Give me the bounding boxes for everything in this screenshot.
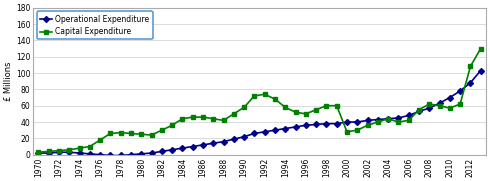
Capital Expenditure xyxy=(241,106,247,108)
Capital Expenditure xyxy=(262,93,268,95)
Capital Expenditure xyxy=(210,118,216,120)
Capital Expenditure xyxy=(375,121,381,123)
Capital Expenditure xyxy=(200,116,206,118)
Capital Expenditure xyxy=(138,133,144,135)
Operational Expenditure xyxy=(426,107,432,109)
Line: Operational Expenditure: Operational Expenditure xyxy=(36,68,483,158)
Capital Expenditure xyxy=(447,107,453,109)
Capital Expenditure xyxy=(416,109,422,111)
Operational Expenditure xyxy=(231,138,237,140)
Capital Expenditure xyxy=(293,111,298,113)
Operational Expenditure xyxy=(107,154,113,157)
Operational Expenditure xyxy=(97,154,103,156)
Capital Expenditure xyxy=(457,103,463,105)
Operational Expenditure xyxy=(148,152,154,154)
Operational Expenditure xyxy=(35,152,41,154)
Capital Expenditure xyxy=(478,47,484,50)
Operational Expenditure xyxy=(220,140,226,143)
Y-axis label: £ Millions: £ Millions xyxy=(4,61,13,101)
Capital Expenditure xyxy=(313,109,319,111)
Line: Capital Expenditure: Capital Expenditure xyxy=(36,46,483,155)
Operational Expenditure xyxy=(56,151,62,153)
Capital Expenditure xyxy=(128,132,134,134)
Capital Expenditure xyxy=(118,132,123,134)
Operational Expenditure xyxy=(200,144,206,146)
Capital Expenditure xyxy=(169,124,175,126)
Capital Expenditure xyxy=(231,113,237,115)
Capital Expenditure xyxy=(56,150,62,152)
Capital Expenditure xyxy=(282,106,288,108)
Capital Expenditure xyxy=(467,65,473,68)
Operational Expenditure xyxy=(375,119,381,121)
Operational Expenditure xyxy=(457,90,463,92)
Capital Expenditure xyxy=(190,116,196,118)
Capital Expenditure xyxy=(344,131,350,133)
Operational Expenditure xyxy=(406,114,412,117)
Capital Expenditure xyxy=(87,145,93,148)
Capital Expenditure xyxy=(385,118,391,120)
Operational Expenditure xyxy=(323,123,329,125)
Capital Expenditure xyxy=(107,132,113,134)
Capital Expenditure xyxy=(272,98,278,100)
Operational Expenditure xyxy=(190,145,196,148)
Capital Expenditure xyxy=(159,129,165,131)
Operational Expenditure xyxy=(138,153,144,155)
Operational Expenditure xyxy=(46,152,51,154)
Operational Expenditure xyxy=(179,147,185,149)
Operational Expenditure xyxy=(344,121,350,123)
Legend: Operational Expenditure, Capital Expenditure: Operational Expenditure, Capital Expendi… xyxy=(37,11,152,39)
Operational Expenditure xyxy=(293,126,298,128)
Operational Expenditure xyxy=(128,154,134,156)
Capital Expenditure xyxy=(406,119,412,121)
Capital Expenditure xyxy=(179,118,185,120)
Operational Expenditure xyxy=(385,118,391,120)
Operational Expenditure xyxy=(478,70,484,72)
Capital Expenditure xyxy=(35,151,41,153)
Operational Expenditure xyxy=(416,110,422,112)
Operational Expenditure xyxy=(354,121,360,123)
Capital Expenditure xyxy=(323,105,329,107)
Operational Expenditure xyxy=(303,124,309,126)
Capital Expenditure xyxy=(354,129,360,131)
Capital Expenditure xyxy=(437,105,442,107)
Operational Expenditure xyxy=(87,153,93,155)
Operational Expenditure xyxy=(66,151,72,153)
Operational Expenditure xyxy=(282,127,288,130)
Operational Expenditure xyxy=(313,123,319,126)
Capital Expenditure xyxy=(148,134,154,136)
Capital Expenditure xyxy=(426,103,432,105)
Operational Expenditure xyxy=(251,132,257,134)
Operational Expenditure xyxy=(169,149,175,151)
Capital Expenditure xyxy=(66,149,72,151)
Capital Expenditure xyxy=(76,147,82,149)
Capital Expenditure xyxy=(251,95,257,97)
Operational Expenditure xyxy=(334,123,340,125)
Operational Expenditure xyxy=(467,82,473,84)
Capital Expenditure xyxy=(334,105,340,107)
Operational Expenditure xyxy=(395,117,401,119)
Operational Expenditure xyxy=(447,96,453,99)
Capital Expenditure xyxy=(220,119,226,121)
Capital Expenditure xyxy=(395,121,401,123)
Operational Expenditure xyxy=(437,102,442,104)
Operational Expenditure xyxy=(241,136,247,138)
Operational Expenditure xyxy=(76,152,82,154)
Operational Expenditure xyxy=(365,119,370,121)
Operational Expenditure xyxy=(118,154,123,157)
Operational Expenditure xyxy=(210,142,216,144)
Capital Expenditure xyxy=(46,150,51,153)
Capital Expenditure xyxy=(365,124,370,126)
Operational Expenditure xyxy=(159,150,165,153)
Operational Expenditure xyxy=(262,131,268,133)
Capital Expenditure xyxy=(97,139,103,141)
Capital Expenditure xyxy=(303,113,309,115)
Operational Expenditure xyxy=(272,129,278,131)
